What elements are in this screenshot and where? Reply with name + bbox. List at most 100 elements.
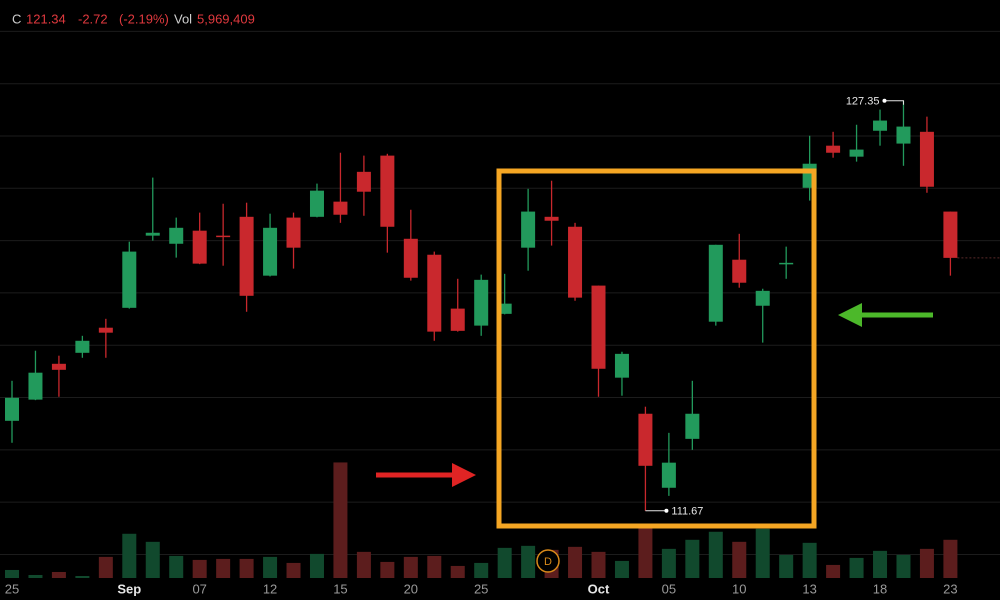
candles	[5, 100, 958, 511]
low-marker-dot	[664, 508, 669, 513]
volume-bar	[802, 542, 817, 578]
candle-body	[568, 226, 583, 298]
candle-body	[450, 308, 465, 331]
candle-body	[521, 211, 536, 248]
x-tick-label: 05	[662, 581, 676, 596]
volume-bar	[685, 539, 700, 578]
volume-bar	[591, 551, 606, 578]
volume-value: 5,969,409	[197, 11, 255, 26]
x-tick-label: Sep	[117, 581, 141, 596]
volume-bar	[75, 575, 90, 578]
candle-body	[943, 211, 958, 258]
candle-body	[380, 155, 395, 227]
candle-body	[685, 413, 700, 439]
volume-bar	[568, 546, 583, 578]
x-tick-label: 13	[802, 581, 816, 596]
volume-bar	[380, 561, 395, 578]
volume-bar	[333, 462, 348, 578]
candle-body	[333, 201, 348, 215]
volume-label: Vol	[174, 11, 192, 26]
volume-bar	[614, 560, 629, 578]
green-arrow	[838, 303, 933, 327]
candle-body	[873, 120, 888, 131]
change: -2.72	[78, 11, 108, 26]
candle-body	[122, 251, 137, 308]
badge-label[interactable]: D	[544, 556, 552, 568]
candle-body	[216, 235, 231, 238]
volume-bar	[356, 551, 371, 578]
volume-bar	[474, 562, 489, 578]
volume-bar	[239, 558, 254, 578]
arrow-head	[838, 303, 862, 327]
volume-bar	[427, 555, 442, 578]
x-tick-label: 25	[474, 581, 488, 596]
high-label: 127.35	[846, 96, 880, 108]
volume-bar	[708, 531, 723, 578]
volume-bar	[521, 545, 536, 578]
volume-bar	[849, 557, 864, 578]
candle-body	[403, 238, 418, 278]
volume-pane	[5, 462, 958, 578]
candle-body	[849, 149, 864, 157]
candle-body	[309, 190, 324, 217]
candle-body	[755, 290, 770, 306]
x-tick-label: 25	[5, 581, 19, 596]
x-tick-label: 23	[943, 581, 957, 596]
candle-body	[51, 363, 66, 370]
candle-body	[638, 413, 653, 466]
candle-body	[591, 285, 606, 369]
volume-bar	[873, 550, 888, 578]
x-tick-label: 07	[192, 581, 206, 596]
candle-body	[145, 232, 160, 236]
candle-body	[826, 145, 841, 153]
volume-bar	[28, 574, 43, 578]
volume-bar	[779, 554, 794, 578]
volume-bar	[122, 533, 137, 578]
volume-bar	[497, 547, 512, 578]
volume-bar	[450, 565, 465, 578]
candle-body	[169, 227, 184, 244]
candle-body	[896, 126, 911, 144]
candle-body	[5, 397, 19, 421]
candle-body	[661, 462, 676, 488]
low-label: 111.67	[671, 506, 703, 518]
candle-body	[919, 131, 934, 187]
volume-bar	[732, 541, 747, 578]
x-axis: 25 Sep 07 12 15 20 25 Oct 05 10 13 18 23	[5, 581, 958, 596]
header: C 121.34 -2.72 (-2.19%) Vol 5,969,409	[12, 11, 255, 26]
badge-circle[interactable]	[536, 549, 560, 573]
candle-body	[356, 171, 371, 192]
candle-body	[544, 216, 559, 221]
candle-body	[98, 327, 113, 333]
volume-bar	[286, 562, 301, 578]
high-marker-dot	[882, 98, 887, 103]
x-tick-label: 10	[732, 581, 746, 596]
volume-bar	[263, 556, 278, 578]
x-tick-label: 18	[873, 581, 887, 596]
highlight-box	[496, 168, 817, 529]
volume-bar	[192, 559, 207, 578]
volume-bar	[896, 554, 911, 578]
arrow-head	[452, 463, 476, 487]
volume-bar	[98, 556, 113, 578]
x-tick-label: 15	[333, 581, 347, 596]
close-value: 121.34	[26, 11, 66, 26]
red-arrow	[376, 463, 476, 487]
candle-body	[75, 340, 90, 353]
annotations: 127.35 111.67	[645, 96, 1000, 518]
candle-body	[192, 230, 207, 264]
candle-body	[286, 217, 301, 248]
candle-body	[28, 372, 43, 400]
interval-badge[interactable]: D	[536, 549, 560, 573]
volume-bar	[145, 541, 160, 578]
candle-body	[779, 262, 794, 265]
close-label: C	[12, 11, 21, 26]
volume-bar	[309, 553, 324, 578]
x-tick-label: Oct	[588, 581, 610, 596]
volume-bar	[403, 556, 418, 578]
volume-bar	[51, 571, 66, 578]
volume-bar	[5, 569, 19, 578]
candle-body	[708, 244, 723, 322]
